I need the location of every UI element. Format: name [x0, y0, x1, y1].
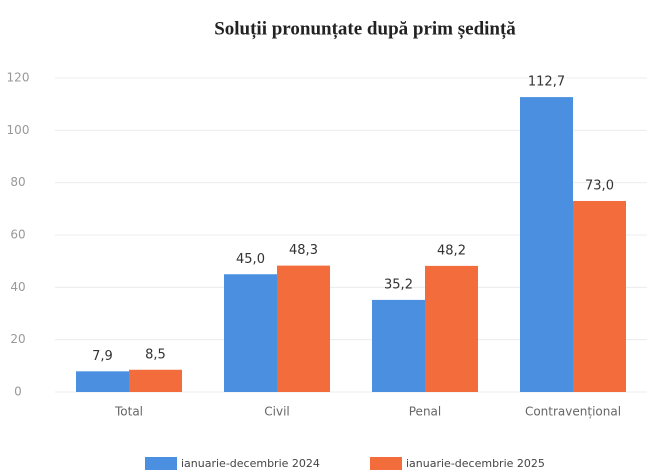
value-label: 35,2: [384, 277, 413, 292]
value-label: 8,5: [145, 347, 166, 362]
y-tick-label: 60: [10, 228, 25, 242]
chart-title: Soluții pronunțate după prim ședință: [214, 18, 516, 39]
value-label: 112,7: [528, 75, 565, 90]
y-tick-label: 40: [10, 280, 25, 294]
legend-swatch: [145, 457, 177, 470]
value-label: 45,0: [236, 252, 265, 267]
x-tick-label: Total: [114, 405, 143, 419]
y-tick-label: 80: [10, 175, 25, 189]
value-label: 48,3: [289, 243, 318, 258]
value-label: 73,0: [585, 178, 614, 193]
bar: [76, 371, 129, 392]
y-tick-label: 120: [7, 71, 30, 85]
bar: [520, 97, 573, 392]
value-label: 7,9: [92, 349, 113, 364]
legend-swatch: [370, 457, 402, 470]
bar: [224, 274, 277, 392]
x-tick-label: Penal: [409, 405, 441, 419]
legend-label: ianuarie-decembrie 2024: [181, 457, 320, 470]
bar: [277, 265, 330, 392]
y-tick-label: 0: [14, 385, 22, 399]
bar: [425, 265, 478, 392]
y-tick-label: 100: [7, 123, 30, 137]
x-tick-label: Civil: [264, 405, 289, 419]
value-label: 48,2: [437, 243, 466, 258]
bar: [129, 369, 182, 392]
bar: [573, 200, 626, 392]
legend-label: ianuarie-decembrie 2025: [406, 457, 545, 470]
y-tick-label: 20: [10, 332, 25, 346]
bar: [372, 299, 425, 392]
x-tick-label: Contravențional: [525, 405, 621, 419]
